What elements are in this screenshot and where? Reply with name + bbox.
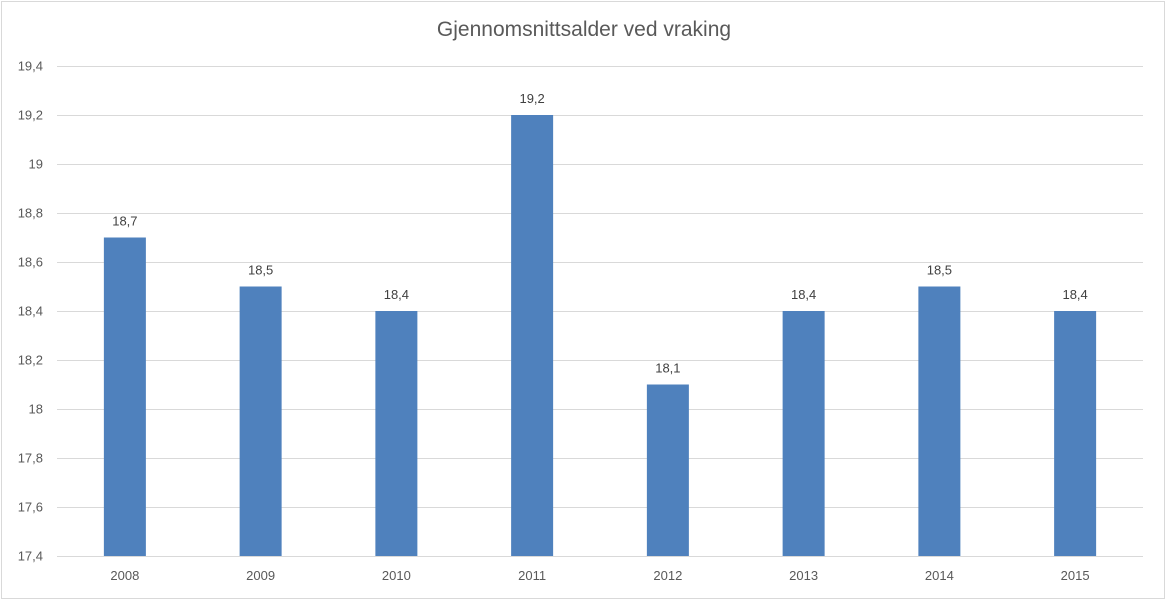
y-tick-label: 17,4 <box>18 549 43 564</box>
bar-2015 <box>1054 311 1097 556</box>
x-tick-label: 2012 <box>653 568 682 583</box>
y-tick-label: 17,6 <box>18 500 43 515</box>
x-tick-label: 2008 <box>110 568 139 583</box>
chart-title: Gjennomsnittsalder ved vraking <box>436 18 732 41</box>
y-tick-label: 19 <box>29 157 43 172</box>
data-label: 18,4 <box>384 287 409 302</box>
data-label: 18,7 <box>112 214 137 229</box>
x-tick-label: 2010 <box>382 568 411 583</box>
x-tick-label: 2009 <box>246 568 275 583</box>
y-tick-label: 19,4 <box>18 59 43 74</box>
y-tick-label: 18,8 <box>18 206 43 221</box>
bar-2009 <box>239 286 282 556</box>
x-tick-label: 2011 <box>518 568 546 583</box>
bar-2010 <box>375 311 418 556</box>
y-tick-label: 17,8 <box>18 451 43 466</box>
y-tick-label: 19,2 <box>18 108 43 123</box>
bar-2012 <box>646 384 689 556</box>
bar-2011 <box>511 115 554 556</box>
data-label: 19,2 <box>519 91 544 106</box>
labels: 17,4 17,6 17,8 18 18,2 18,4 18,6 18,8 19 19,2 19,4… <box>18 59 1090 584</box>
y-tick-label: 18 <box>29 402 43 417</box>
data-label: 18,5 <box>927 263 952 278</box>
bar-2008 <box>103 237 146 556</box>
bar-2013 <box>782 311 825 556</box>
x-tick-label: 2013 <box>789 568 818 583</box>
y-tick-label: 18,6 <box>18 255 43 270</box>
x-tick-label: 2014 <box>925 568 954 583</box>
y-tick-label: 18,4 <box>18 304 43 319</box>
y-tick-label: 18,2 <box>18 353 43 368</box>
data-label: 18,1 <box>655 361 680 376</box>
data-label: 18,4 <box>791 287 816 302</box>
data-label: 18,5 <box>248 263 273 278</box>
data-label: 18,4 <box>1062 287 1087 302</box>
gridlines <box>57 66 1143 557</box>
bars <box>103 115 1097 556</box>
bar-2014 <box>918 286 961 556</box>
x-tick-label: 2015 <box>1061 568 1090 583</box>
